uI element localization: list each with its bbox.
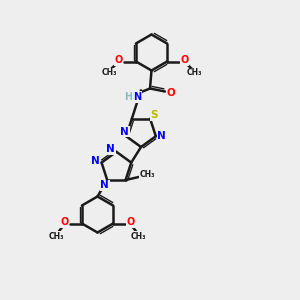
Text: O: O xyxy=(60,217,69,227)
Text: N: N xyxy=(158,130,166,141)
Text: CH₃: CH₃ xyxy=(101,68,117,77)
Text: CH₃: CH₃ xyxy=(186,68,202,77)
Text: N: N xyxy=(133,92,141,102)
Text: CH₃: CH₃ xyxy=(49,232,64,241)
Text: CH₃: CH₃ xyxy=(131,232,146,241)
Text: N: N xyxy=(106,144,115,154)
Text: H: H xyxy=(124,92,132,102)
Text: O: O xyxy=(126,217,135,227)
Text: N: N xyxy=(100,180,109,190)
Text: S: S xyxy=(150,110,158,120)
Text: O: O xyxy=(167,88,176,98)
Text: O: O xyxy=(114,55,123,65)
Text: N: N xyxy=(91,156,99,166)
Text: N: N xyxy=(120,127,129,137)
Text: O: O xyxy=(180,55,189,65)
Text: CH₃: CH₃ xyxy=(140,170,155,179)
